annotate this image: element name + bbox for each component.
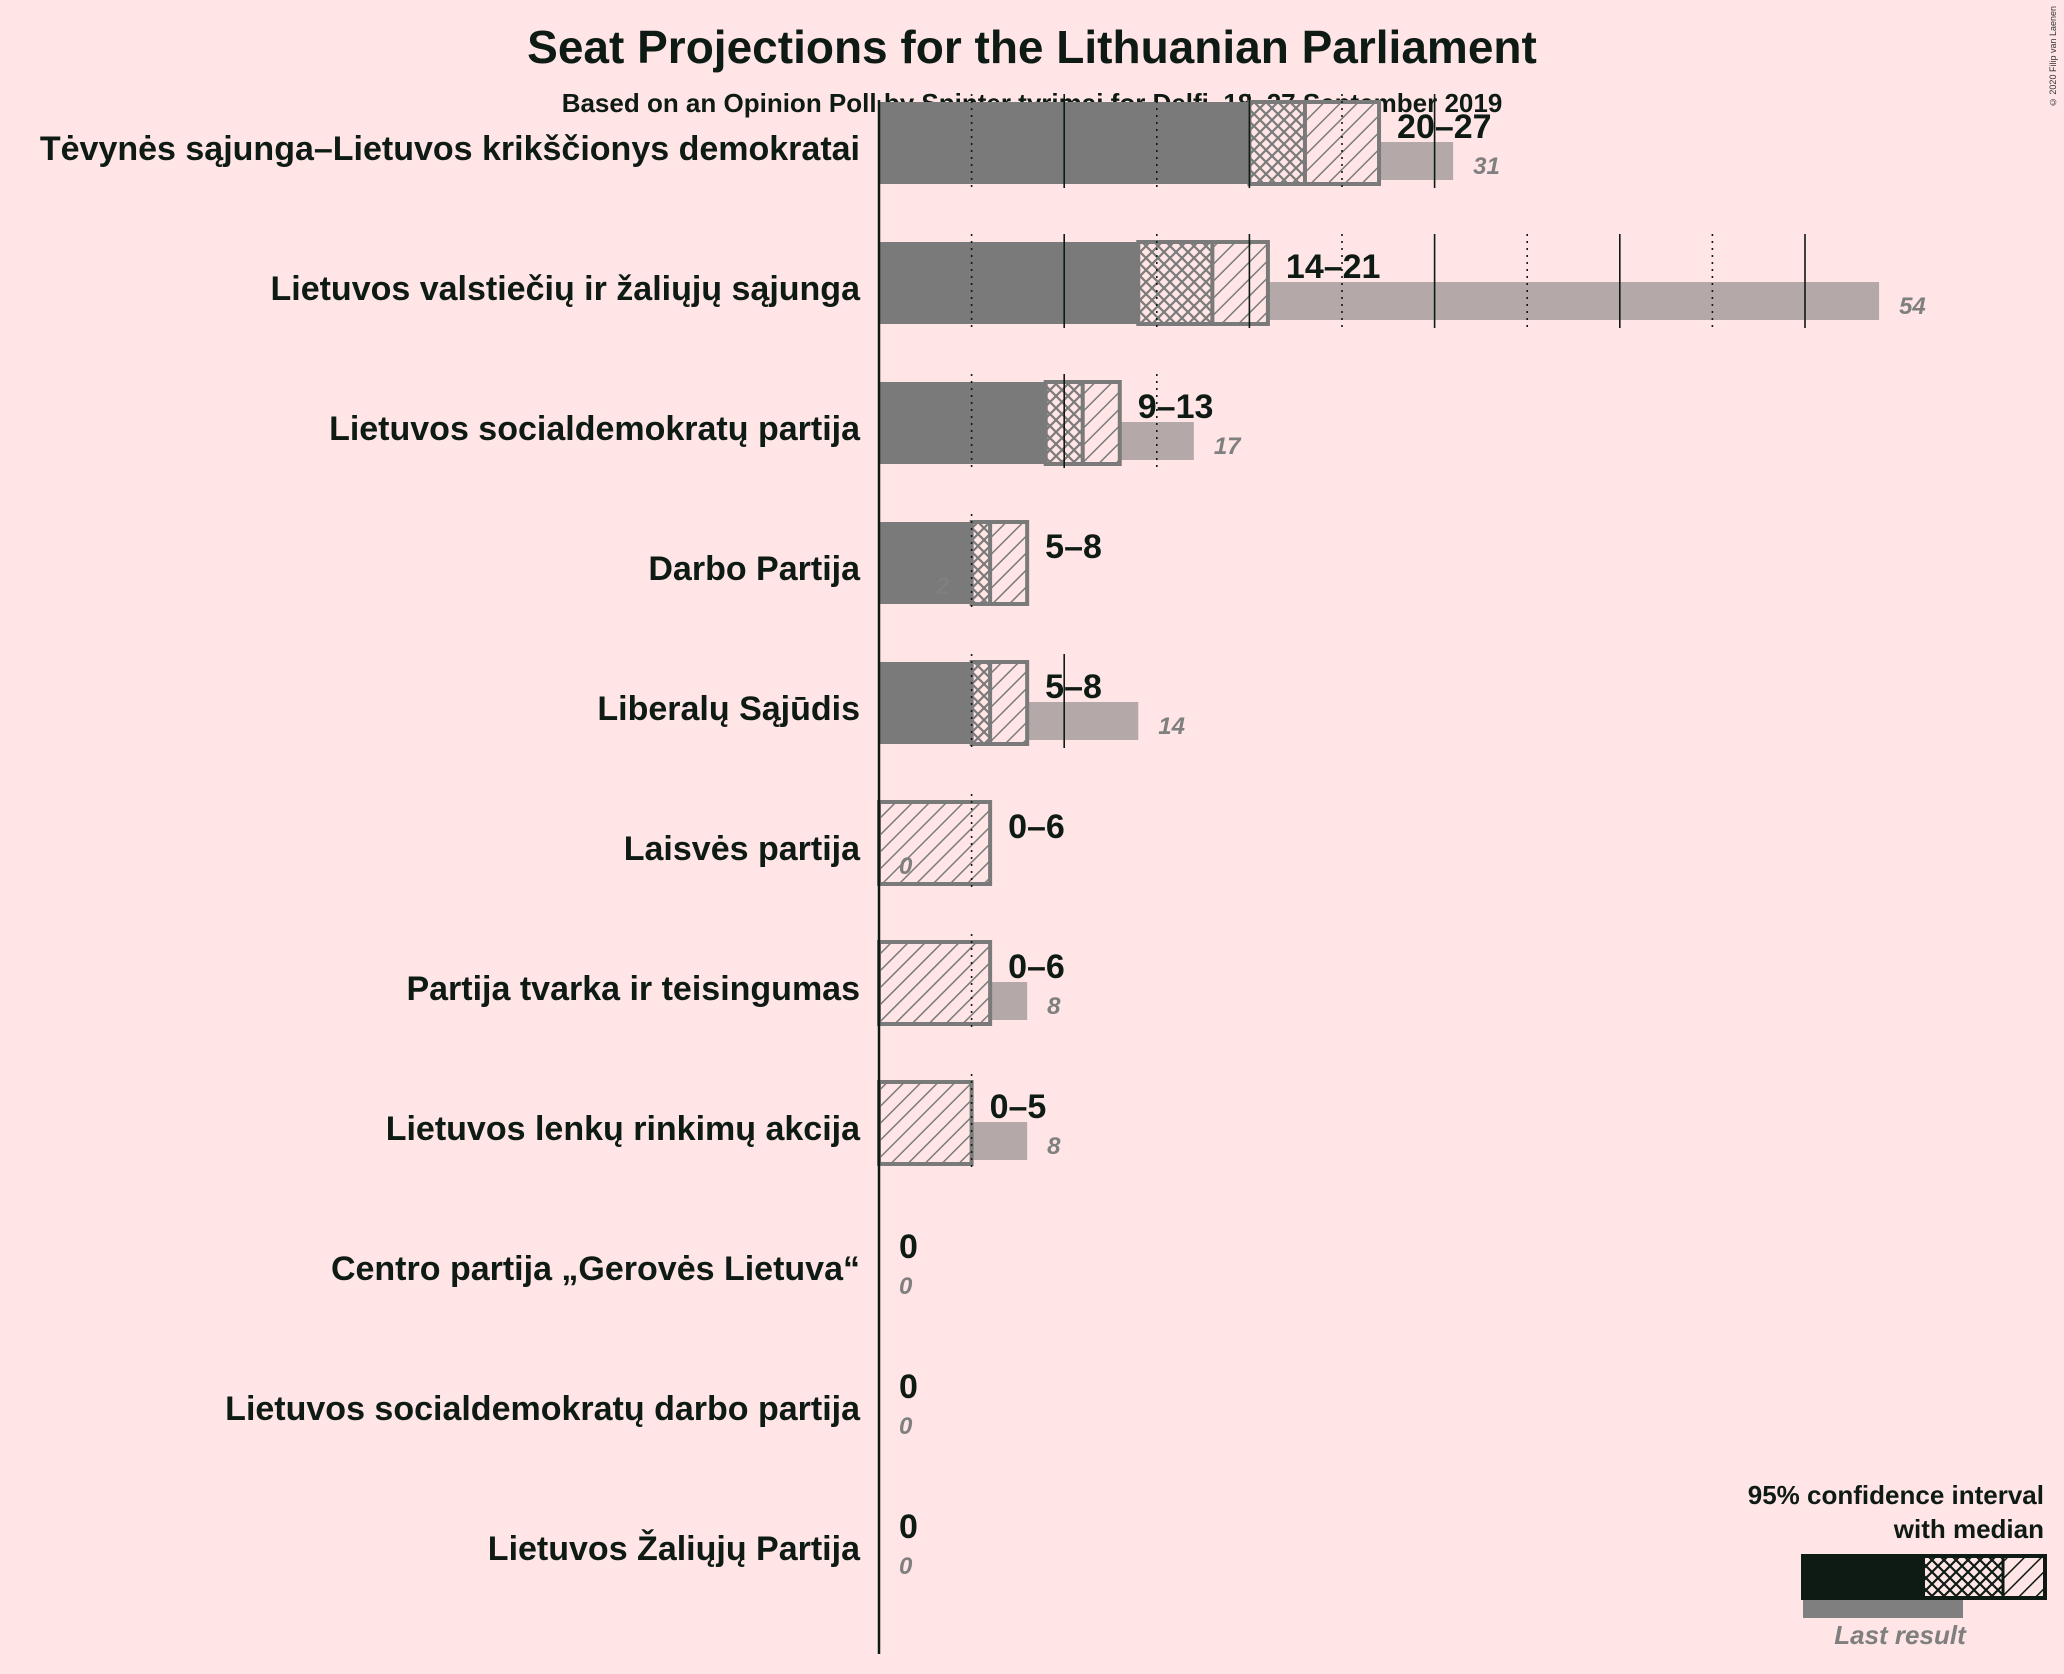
party-label: Liberalų Sąjūdis xyxy=(597,690,860,728)
last-result-label: 2 xyxy=(935,573,950,600)
legend xyxy=(1801,1554,2047,1618)
last-result-label: 8 xyxy=(1047,993,1061,1020)
party-label: Lietuvos socialdemokratų partija xyxy=(329,410,861,448)
last-result-label: 8 xyxy=(1047,1133,1061,1160)
party-label: Lietuvos valstiečių ir žaliųjų sąjunga xyxy=(270,270,861,308)
party-label: Lietuvos lenkų rinkimų akcija xyxy=(386,1110,861,1148)
ci-lower-band xyxy=(971,662,991,744)
legend-solid-swatch xyxy=(1803,1556,1923,1598)
ci-range-label: 0–5 xyxy=(990,1088,1047,1126)
ci-upper-band xyxy=(879,942,991,1024)
ci-upper-band xyxy=(1212,242,1268,324)
ci-upper-band xyxy=(990,522,1028,604)
ci-range-label: 0 xyxy=(899,1508,918,1546)
chart-title: Seat Projections for the Lithuanian Parl… xyxy=(527,21,1537,73)
ci-range-label: 9–13 xyxy=(1138,388,1214,426)
ci-upper-band xyxy=(879,1082,972,1164)
ci-upper-band xyxy=(990,662,1028,744)
ci-upper-band xyxy=(879,802,991,884)
party-label: Lietuvos socialdemokratų darbo partija xyxy=(225,1390,861,1428)
party-label: Tėvynės sąjunga–Lietuvos krikščionys dem… xyxy=(40,130,860,168)
ci-range-label: 14–21 xyxy=(1286,248,1381,286)
ci-solid-bar xyxy=(879,242,1139,324)
ci-lower-band xyxy=(1249,102,1305,184)
ci-upper-band xyxy=(1082,382,1120,464)
party-label: Lietuvos Žaliųjų Partija xyxy=(488,1530,861,1568)
ci-range-label: 0 xyxy=(899,1228,918,1266)
ci-range-label: 5–8 xyxy=(1045,528,1102,566)
ci-range-label: 0–6 xyxy=(1008,948,1065,986)
last-result-label: 31 xyxy=(1473,153,1500,180)
legend-title-line1: 95% confidence interval xyxy=(1747,1480,2044,1510)
last-result-label: 54 xyxy=(1899,293,1926,320)
ci-lower-band xyxy=(1138,242,1213,324)
last-result-label: 0 xyxy=(899,1553,913,1580)
legend-hatch-swatch xyxy=(2003,1556,2045,1598)
party-label: Laisvės partija xyxy=(624,830,861,868)
last-result-label: 0 xyxy=(899,1413,913,1440)
last-result-label: 0 xyxy=(899,1273,913,1300)
ci-outline xyxy=(1136,240,1270,326)
legend-title-line2: with median xyxy=(1893,1514,2044,1544)
legend-last-result-swatch xyxy=(1803,1598,1963,1618)
ci-range-label: 0–6 xyxy=(1008,808,1065,846)
legend-cross-swatch xyxy=(1923,1556,2003,1598)
ci-lower-band xyxy=(971,522,991,604)
party-label: Partija tvarka ir teisingumas xyxy=(406,970,860,1008)
ci-solid-bar xyxy=(879,522,972,604)
legend-title: 95% confidence interval with median xyxy=(1748,1478,2044,1546)
party-label: Darbo Partija xyxy=(648,550,861,588)
ci-range-label: 5–8 xyxy=(1045,668,1102,706)
party-label: Centro partija „Gerovės Lietuva“ xyxy=(331,1250,860,1288)
legend-last-result-label: Last result xyxy=(1834,1620,1966,1650)
last-result-label: 0 xyxy=(899,853,913,880)
ci-range-label: 0 xyxy=(899,1368,918,1406)
ci-range-label: 20–27 xyxy=(1397,108,1492,146)
ci-solid-bar xyxy=(879,662,972,744)
last-result-label: 14 xyxy=(1158,713,1185,740)
last-result-label: 17 xyxy=(1214,433,1242,460)
ci-solid-bar xyxy=(879,382,1046,464)
